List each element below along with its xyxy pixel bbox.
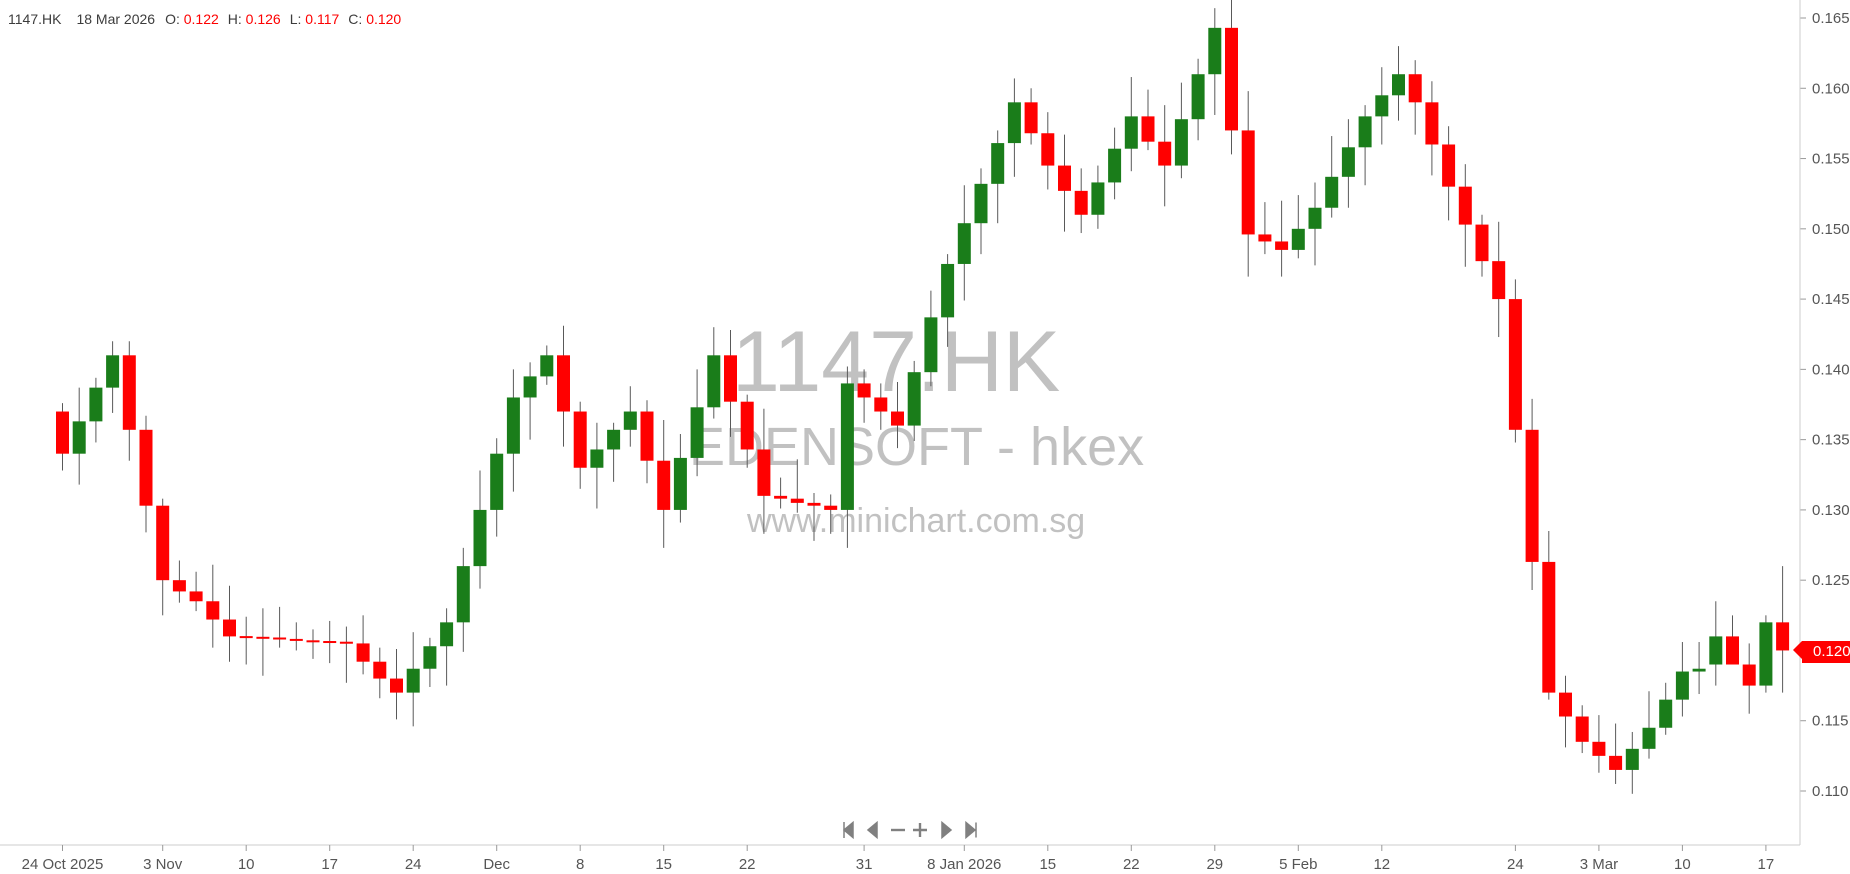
svg-text:22: 22 [739,856,756,873]
svg-text:0.135: 0.135 [1812,432,1850,449]
svg-text:0.130: 0.130 [1812,502,1850,519]
svg-text:24 Oct 2025: 24 Oct 2025 [22,856,104,873]
svg-text:15: 15 [1039,856,1056,873]
svg-text:0.115: 0.115 [1812,713,1848,730]
svg-text:24: 24 [405,856,422,873]
svg-text:0.155: 0.155 [1812,151,1850,168]
svg-text:31: 31 [856,856,873,873]
svg-text:10: 10 [1674,856,1691,873]
svg-text:0.165: 0.165 [1812,10,1850,27]
svg-text:15: 15 [655,856,672,873]
svg-text:0.110: 0.110 [1812,783,1848,800]
svg-text:17: 17 [321,856,338,873]
svg-text:24: 24 [1507,856,1524,873]
svg-text:17: 17 [1758,856,1775,873]
svg-text:Dec: Dec [483,856,510,873]
svg-text:22: 22 [1123,856,1140,873]
svg-text:5 Feb: 5 Feb [1279,856,1317,873]
svg-text:3 Mar: 3 Mar [1580,856,1618,873]
svg-text:0.140: 0.140 [1812,361,1850,378]
svg-text:3 Nov: 3 Nov [143,856,183,873]
svg-text:0.145: 0.145 [1812,291,1850,308]
svg-text:8: 8 [576,856,584,873]
svg-text:10: 10 [238,856,255,873]
svg-text:0.160: 0.160 [1812,80,1850,97]
svg-text:29: 29 [1206,856,1223,873]
svg-text:12: 12 [1373,856,1390,873]
svg-text:0.125: 0.125 [1812,572,1850,589]
svg-text:0.150: 0.150 [1812,221,1850,238]
svg-text:8 Jan 2026: 8 Jan 2026 [927,856,1001,873]
